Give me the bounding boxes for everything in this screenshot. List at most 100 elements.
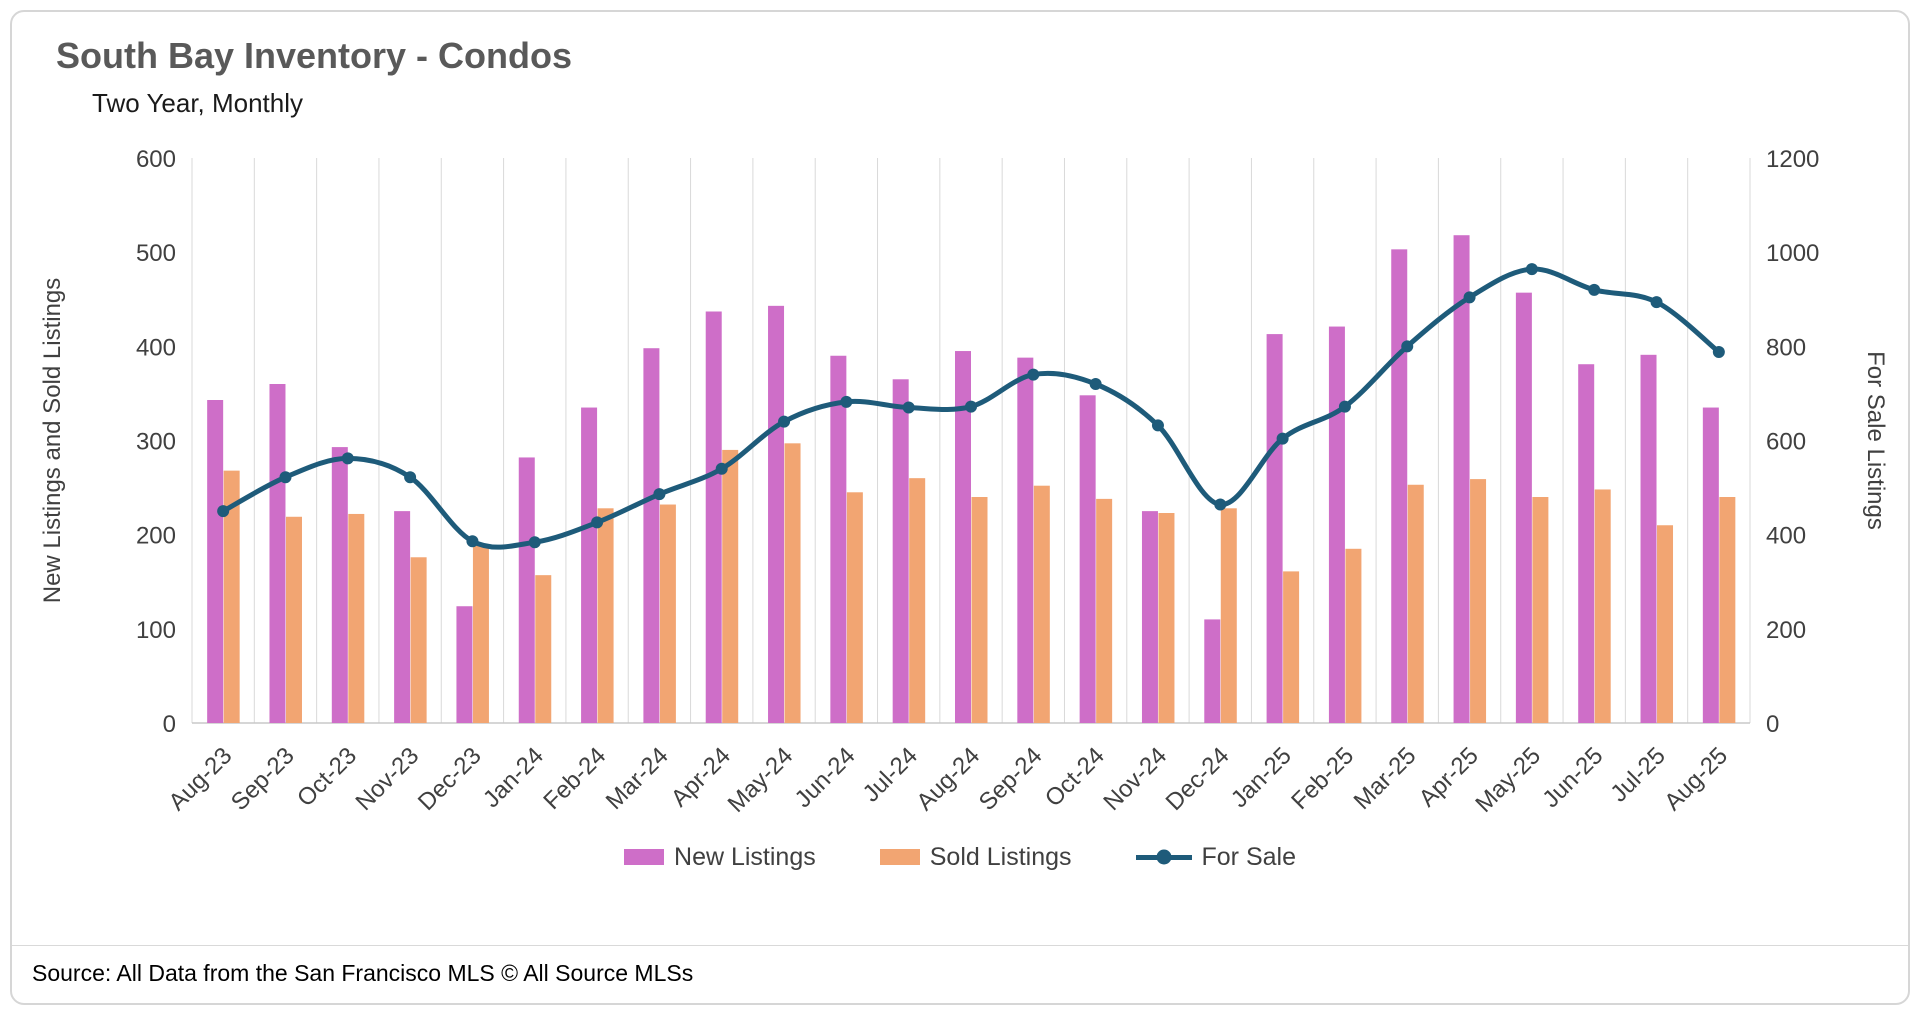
for-sale-marker bbox=[1650, 295, 1663, 308]
right-axis-title: For Sale Listings bbox=[1862, 351, 1889, 530]
bar-new-listings bbox=[1079, 394, 1096, 723]
bar-sold-listings bbox=[722, 449, 739, 723]
for-sale-marker bbox=[404, 470, 417, 483]
legend-item-sold-listings: Sold Listings bbox=[879, 843, 1072, 872]
chart-card: South Bay Inventory - Condos Two Year, M… bbox=[10, 10, 1910, 1005]
legend: New Listings Sold Listings For Sale bbox=[12, 843, 1908, 872]
bar-new-listings bbox=[830, 355, 847, 723]
bar-sold-listings bbox=[1657, 524, 1674, 723]
bar-new-listings bbox=[207, 399, 224, 723]
x-axis-label: Sep-24 bbox=[974, 742, 1048, 816]
bar-sold-listings bbox=[1594, 489, 1611, 723]
bar-sold-listings bbox=[1158, 512, 1175, 723]
x-axis-label: Oct-24 bbox=[1040, 742, 1110, 812]
left-axis-tick: 300 bbox=[136, 428, 176, 455]
x-axis-label: Jan-25 bbox=[1226, 742, 1297, 813]
left-axis-tick: 100 bbox=[136, 616, 176, 643]
for-sale-marker-swatch bbox=[1156, 849, 1171, 865]
sold-listings-swatch bbox=[879, 849, 920, 866]
bar-sold-listings bbox=[285, 516, 302, 723]
bar-new-listings bbox=[1141, 510, 1158, 723]
x-axis-label: May-24 bbox=[723, 742, 799, 818]
bar-sold-listings bbox=[223, 470, 240, 723]
source-note: Source: All Data from the San Francisco … bbox=[32, 960, 694, 986]
for-sale-marker bbox=[217, 504, 230, 517]
bar-new-listings bbox=[1578, 363, 1595, 723]
legend-label-for-sale: For Sale bbox=[1201, 842, 1296, 871]
right-axis-tick: 400 bbox=[1766, 522, 1806, 549]
bar-new-listings bbox=[1702, 407, 1719, 723]
x-axis-label: May-25 bbox=[1470, 742, 1546, 818]
left-axis-tick: 500 bbox=[136, 240, 176, 267]
bar-sold-listings bbox=[410, 556, 427, 723]
for-sale-marker bbox=[965, 400, 977, 413]
x-axis-label: Oct-23 bbox=[292, 742, 362, 812]
bar-new-listings bbox=[1453, 234, 1470, 723]
bar-sold-listings bbox=[909, 477, 926, 723]
bar-sold-listings bbox=[1532, 496, 1549, 723]
bar-new-listings bbox=[1391, 248, 1408, 723]
bar-sold-listings bbox=[1283, 570, 1300, 723]
for-sale-marker bbox=[1027, 368, 1040, 381]
for-sale-marker bbox=[1401, 339, 1414, 352]
right-axis-tick: 1200 bbox=[1766, 146, 1819, 173]
chart-subtitle: Two Year, Monthly bbox=[92, 87, 304, 118]
new-listings-swatch bbox=[624, 849, 665, 866]
for-sale-marker bbox=[715, 462, 728, 475]
bar-new-listings bbox=[518, 457, 535, 723]
x-axis-label: Mar-25 bbox=[1349, 742, 1422, 815]
bar-sold-listings bbox=[535, 574, 552, 723]
left-axis-tick: 0 bbox=[163, 711, 176, 738]
right-axis-tick: 200 bbox=[1766, 616, 1806, 643]
x-axis-label: Aug-25 bbox=[1659, 742, 1733, 816]
combo-chart: 0 100 200 300 400 500 600 0 200 400 600 800 1000 1200… bbox=[39, 146, 1889, 818]
left-axis-tick: 600 bbox=[136, 146, 176, 173]
bar-new-listings bbox=[1640, 354, 1657, 723]
bar-new-listings bbox=[581, 407, 598, 723]
bar-sold-listings bbox=[846, 491, 863, 723]
right-axis-tick: 0 bbox=[1766, 711, 1779, 738]
for-sale-marker bbox=[653, 487, 666, 500]
right-axis-tick: 600 bbox=[1766, 428, 1806, 455]
x-axis-label: Jun-25 bbox=[1537, 742, 1608, 813]
right-axis-tick: 1000 bbox=[1766, 240, 1819, 267]
x-axis-label: Jan-24 bbox=[478, 742, 549, 813]
x-axis-label: Mar-24 bbox=[601, 742, 674, 815]
for-sale-marker bbox=[341, 451, 354, 464]
bar-new-listings bbox=[955, 350, 971, 723]
bar-new-listings bbox=[1204, 619, 1221, 723]
bar-new-listings bbox=[892, 378, 909, 723]
x-axis-label: Nov-24 bbox=[1098, 742, 1172, 816]
bar-new-listings bbox=[456, 605, 473, 723]
for-sale-marker bbox=[1712, 345, 1725, 358]
left-axis-tick: 200 bbox=[136, 522, 176, 549]
x-axis-label: Dec-24 bbox=[1161, 742, 1235, 816]
bar-sold-listings bbox=[597, 507, 614, 723]
legend-item-new-listings: New Listings bbox=[624, 843, 816, 872]
for-sale-marker bbox=[279, 470, 292, 483]
bar-new-listings bbox=[269, 383, 286, 723]
legend-item-for-sale: For Sale bbox=[1135, 842, 1296, 872]
x-axis-label: Feb-25 bbox=[1286, 742, 1359, 815]
for-sale-marker bbox=[466, 534, 479, 547]
x-axis-label: Feb-24 bbox=[538, 742, 611, 815]
bar-sold-listings bbox=[659, 504, 676, 723]
x-axis-label: Aug-24 bbox=[911, 742, 985, 816]
x-axis-label: Jun-24 bbox=[790, 742, 861, 813]
left-axis-tick: 400 bbox=[136, 334, 176, 361]
bar-new-listings bbox=[1515, 292, 1532, 723]
chart-title: South Bay Inventory - Condos bbox=[56, 35, 573, 76]
bar-sold-listings bbox=[1096, 498, 1113, 723]
for-sale-marker bbox=[1151, 419, 1164, 432]
bar-sold-listings bbox=[1719, 496, 1736, 723]
bar-sold-listings bbox=[971, 496, 988, 723]
bar-new-listings bbox=[705, 311, 722, 723]
bar-new-listings bbox=[394, 510, 411, 723]
bar-sold-listings bbox=[1033, 485, 1050, 723]
x-axis-label: Nov-23 bbox=[351, 742, 425, 816]
for-sale-marker bbox=[591, 516, 604, 529]
left-axis-title: New Listings and Sold Listings bbox=[39, 277, 66, 603]
right-axis-tick: 800 bbox=[1766, 334, 1806, 361]
footer-divider bbox=[12, 945, 1908, 946]
for-sale-marker bbox=[528, 535, 541, 548]
